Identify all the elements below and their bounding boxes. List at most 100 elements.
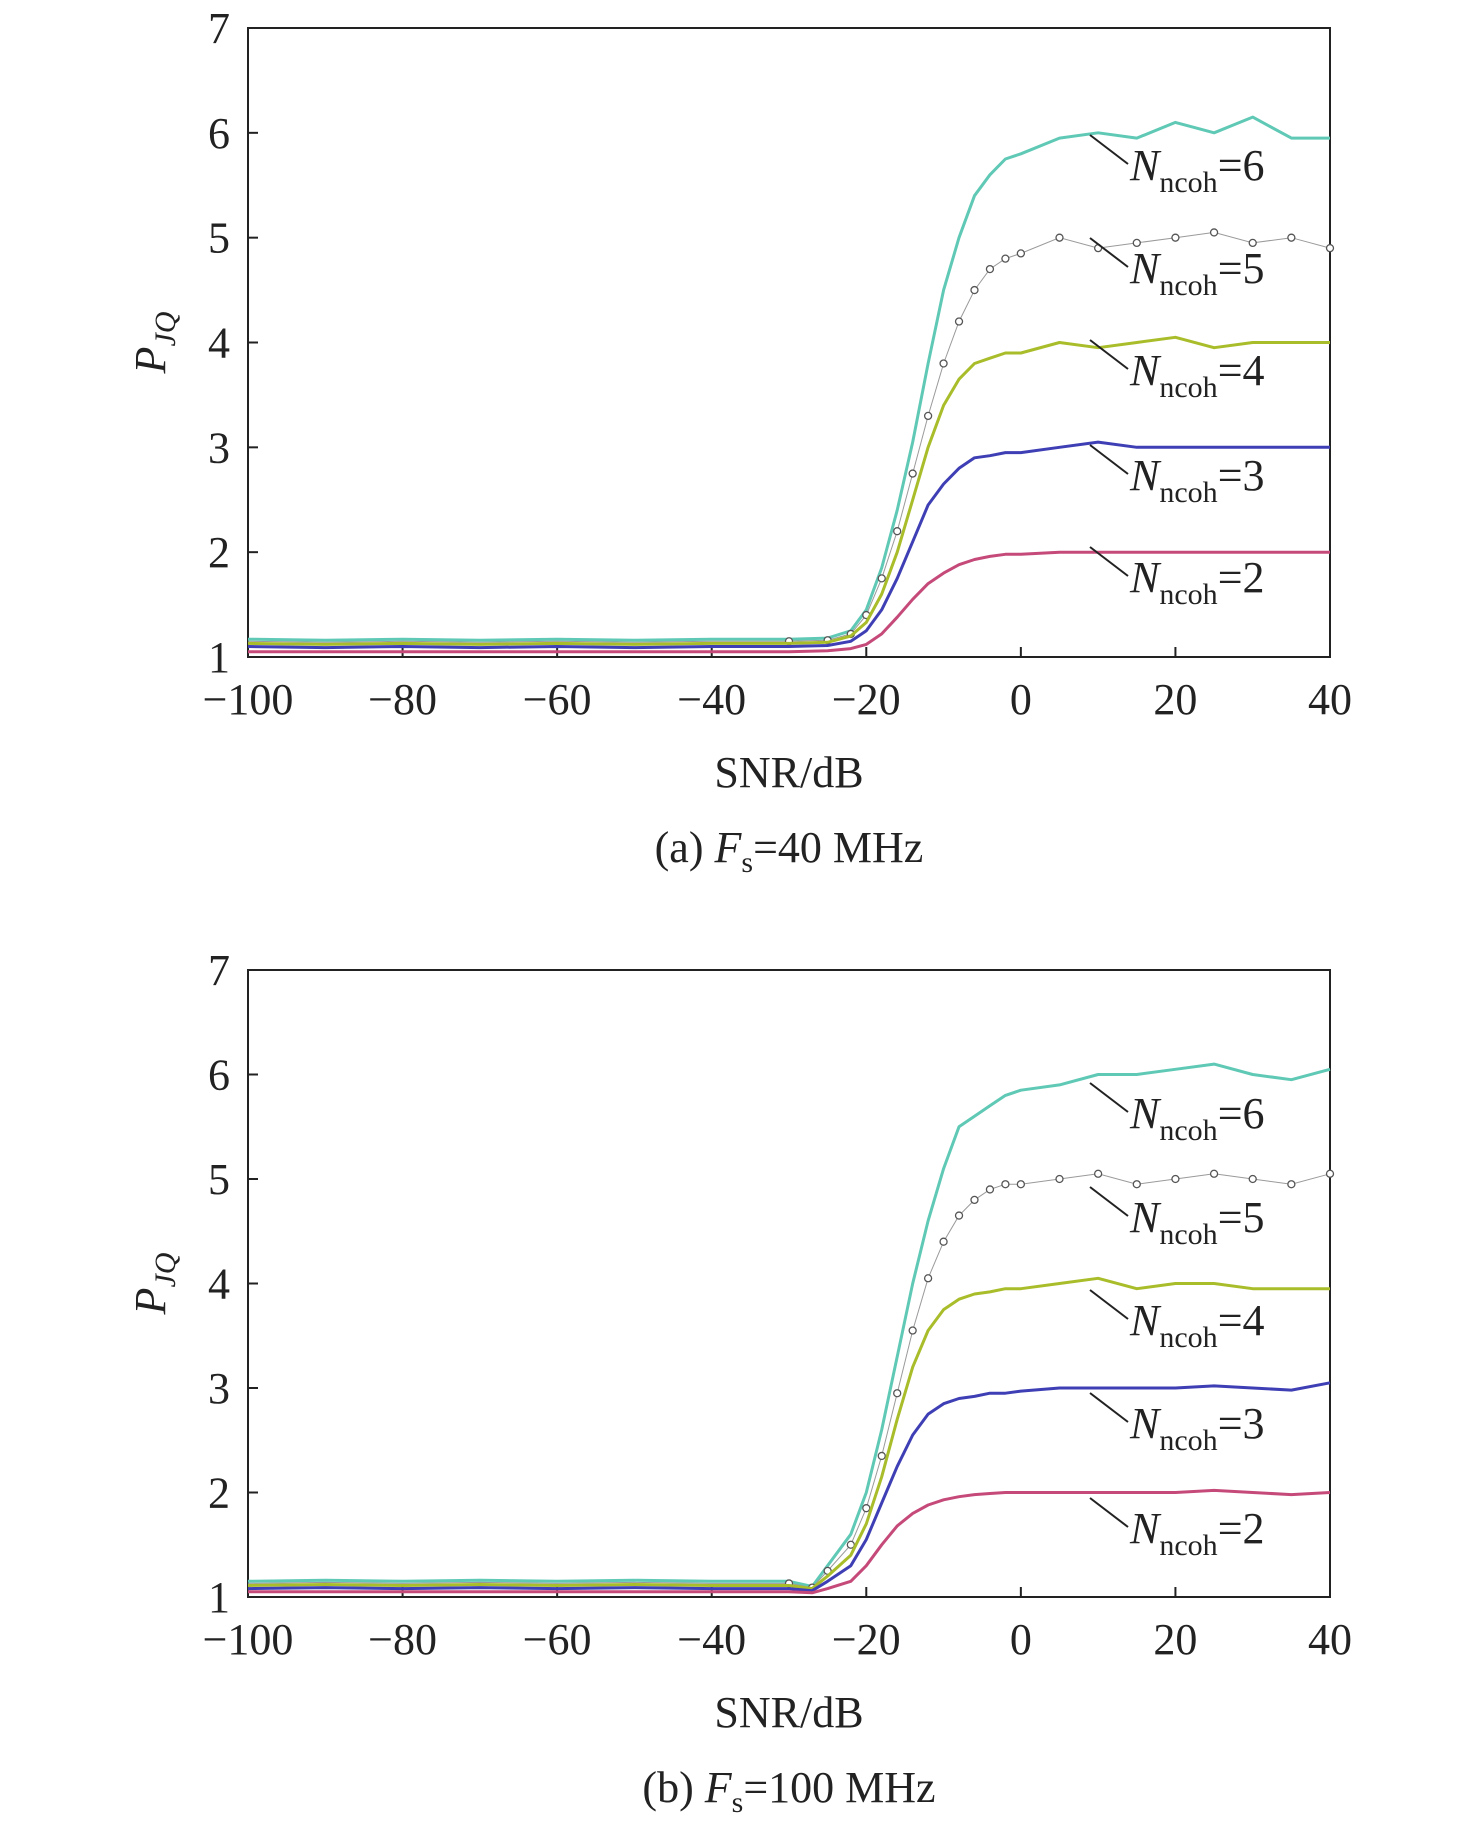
x-tick-label: 40 — [1308, 1615, 1352, 1664]
curve-leader-line — [1089, 444, 1129, 475]
y-tick-label: 2 — [208, 528, 230, 577]
x-tick-label: −60 — [523, 1615, 592, 1664]
series-point — [908, 469, 917, 478]
panel-caption: (a) Fs=40 MHz — [655, 823, 924, 879]
curve-label: Nncoh=3 — [1129, 1399, 1265, 1457]
y-tick-label: 3 — [208, 1364, 230, 1413]
series-point — [1209, 228, 1219, 237]
curve-label: Nncoh=2 — [1129, 553, 1265, 611]
series-point — [1001, 1180, 1010, 1189]
x-tick-label: −40 — [677, 1615, 746, 1664]
series-point — [1016, 1180, 1026, 1189]
series-point — [1132, 1180, 1141, 1189]
x-tick-label: 40 — [1308, 675, 1352, 724]
x-tick-label: −80 — [368, 675, 437, 724]
series-line-4 — [248, 550, 1330, 654]
x-tick-label: 0 — [1010, 1615, 1032, 1664]
curve-leader-line — [1089, 1497, 1129, 1528]
y-tick-label: 5 — [208, 1155, 230, 1204]
series-point — [1248, 1174, 1257, 1184]
series-point — [1055, 1174, 1064, 1184]
series-point — [1209, 1169, 1219, 1178]
curve-label: Nncoh=3 — [1129, 451, 1265, 509]
series-line-0 — [247, 1062, 1331, 1588]
curve-label: Nncoh=6 — [1129, 1089, 1265, 1147]
curve-leader-line — [1089, 134, 1129, 165]
series-point — [893, 527, 902, 536]
x-tick-label: −80 — [368, 1615, 437, 1664]
series-point — [954, 1211, 964, 1220]
curve-label: Nncoh=5 — [1129, 244, 1265, 302]
series-line-3 — [247, 1381, 1331, 1593]
series-point — [908, 1326, 917, 1335]
series-point — [923, 1274, 933, 1283]
series-point — [970, 285, 979, 295]
y-tick-label: 1 — [208, 1573, 230, 1622]
y-tick-label: 1 — [208, 633, 230, 682]
y-tick-label: 4 — [208, 1260, 230, 1309]
curve-leader-line — [1089, 546, 1129, 577]
plot-frame — [247, 27, 1331, 658]
curve-leader-line — [1089, 339, 1129, 370]
curve-leader-line — [1089, 1289, 1129, 1320]
series-point — [985, 264, 995, 274]
curve-leader-line — [1089, 1186, 1129, 1217]
curve-leader-line — [1089, 1082, 1129, 1113]
series-line-0 — [247, 115, 1330, 642]
x-tick-label: −100 — [203, 1615, 294, 1664]
x-tick-label: 20 — [1153, 675, 1197, 724]
y-tick-label: 5 — [208, 214, 230, 263]
series-point — [893, 1389, 902, 1398]
series-point — [1171, 233, 1180, 242]
series-point — [1325, 1169, 1335, 1178]
curve-label: Nncoh=4 — [1129, 1296, 1265, 1354]
series-point — [1016, 249, 1026, 258]
y-axis-title: PJQ — [126, 311, 182, 374]
series-point — [1325, 243, 1335, 253]
curve-leader-line — [1089, 237, 1129, 268]
series-point — [939, 359, 948, 368]
series-point — [1055, 233, 1064, 242]
series-point — [954, 317, 964, 326]
curve-label: Nncoh=2 — [1129, 1504, 1265, 1562]
curve-leader-line — [1089, 1392, 1129, 1423]
series-point — [1287, 233, 1296, 242]
x-tick-label: −100 — [203, 675, 294, 724]
series-point — [985, 1185, 995, 1194]
chart-panel-a: −100 −80 −60 −40 −20 0 20 40 1 2 3 4 5 6 7 SNR/dB PJQ Nnc… — [126, 4, 1352, 879]
y-tick-label: 7 — [208, 4, 230, 53]
curve-label: Nncoh=5 — [1129, 1193, 1265, 1251]
x-tick-label: −20 — [832, 675, 901, 724]
series-point — [1093, 1169, 1103, 1178]
y-tick-label: 6 — [208, 109, 230, 158]
series-point — [1132, 238, 1141, 248]
x-tick-label: −20 — [832, 1615, 901, 1664]
series-line-1 — [247, 1173, 1331, 1589]
curve-label: Nncoh=4 — [1129, 346, 1265, 404]
series-point — [1287, 1180, 1296, 1189]
y-tick-label: 7 — [208, 946, 230, 995]
series-point — [1248, 238, 1257, 248]
x-tick-label: 0 — [1010, 675, 1032, 724]
series-line-4 — [248, 1488, 1331, 1595]
y-tick-label: 6 — [208, 1051, 230, 1100]
series-line-2 — [247, 335, 1330, 646]
series-point — [970, 1195, 979, 1205]
series-point — [923, 411, 933, 421]
x-tick-label: 20 — [1153, 1615, 1197, 1664]
curve-label: Nncoh=6 — [1129, 141, 1265, 199]
series-point — [877, 1451, 886, 1461]
x-tick-label: −40 — [677, 675, 746, 724]
series-line-3 — [247, 440, 1330, 650]
series-line-2 — [247, 1276, 1330, 1591]
panel-caption: (b) Fs=100 MHz — [642, 1763, 935, 1819]
series-point — [862, 1504, 871, 1513]
y-tick-label: 3 — [208, 423, 230, 472]
x-axis-title: SNR/dB — [714, 748, 863, 797]
series-point — [1001, 254, 1010, 263]
x-tick-label: −60 — [523, 675, 592, 724]
y-tick-label: 4 — [208, 319, 230, 368]
y-axis-title: PJQ — [126, 1252, 182, 1315]
chart-panel-b: −100 −80 −60 −40 −20 0 20 40 1 2 3 4 5 6 7 SNR/dB PJQ Nnc… — [126, 946, 1352, 1819]
series-point — [1171, 1174, 1180, 1184]
